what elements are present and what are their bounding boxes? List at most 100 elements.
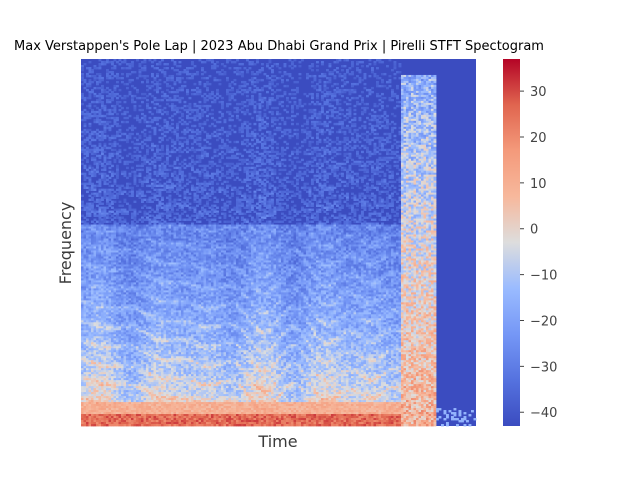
heatmap-cell — [103, 108, 107, 112]
heatmap-cell — [146, 206, 149, 209]
heatmap-cell — [91, 394, 94, 397]
heatmap-cell — [83, 326, 87, 329]
heatmap-cell — [86, 300, 89, 303]
heatmap-cell — [81, 362, 84, 365]
heatmap-cell — [108, 198, 112, 202]
heatmap-cell — [151, 424, 154, 427]
heatmap-cell — [81, 402, 84, 405]
heatmap-cell — [96, 372, 99, 375]
heatmap-cell — [86, 208, 89, 211]
heatmap-cell — [96, 244, 99, 247]
heatmap-cell — [133, 116, 137, 120]
heatmap-cell — [81, 320, 84, 323]
heatmap-cell — [161, 218, 164, 221]
heatmap-cell — [98, 324, 102, 327]
heatmap-cell — [168, 84, 172, 88]
heatmap-cell — [86, 218, 89, 221]
heatmap-cell — [161, 132, 164, 136]
heatmap-cell — [138, 120, 142, 124]
heatmap-cell — [86, 326, 89, 329]
heatmap-cell — [81, 92, 84, 96]
heatmap-cell — [86, 150, 89, 154]
heatmap-cell — [83, 398, 87, 401]
heatmap-cell — [93, 194, 97, 198]
heatmap-cell — [121, 156, 124, 160]
heatmap-cell — [83, 246, 87, 249]
heatmap-cell — [116, 156, 119, 160]
heatmap-cell — [83, 386, 87, 389]
heatmap-cell — [161, 98, 164, 102]
heatmap-cell — [153, 106, 157, 110]
heatmap-cell — [113, 136, 117, 140]
heatmap-cell — [96, 402, 99, 405]
heatmap-cell — [93, 412, 97, 415]
heatmap-cell — [86, 320, 89, 323]
heatmap-cell — [113, 59, 117, 62]
heatmap-cell — [133, 126, 137, 130]
heatmap-cell — [96, 388, 99, 391]
heatmap-cell — [98, 306, 102, 309]
heatmap-cell — [98, 134, 102, 138]
heatmap-cell — [151, 220, 154, 223]
heatmap-cell — [93, 74, 97, 78]
heatmap-cell — [88, 376, 92, 379]
heatmap-cell — [93, 404, 97, 407]
heatmap-cell — [153, 172, 157, 176]
heatmap-cell — [143, 96, 147, 100]
heatmap-cell — [156, 98, 159, 102]
heatmap-cell — [83, 288, 87, 291]
heatmap-cell — [146, 74, 149, 78]
heatmap-cell — [83, 308, 87, 311]
heatmap-cell — [98, 270, 102, 273]
heatmap-cell — [106, 202, 109, 205]
heatmap-cell — [81, 350, 84, 353]
heatmap-cell — [106, 80, 109, 84]
heatmap-cell — [143, 120, 147, 124]
heatmap-cell — [83, 284, 87, 287]
heatmap-cell — [161, 70, 164, 74]
heatmap-cell — [81, 422, 84, 425]
heatmap-cell — [163, 424, 167, 427]
heatmap-cell — [93, 144, 97, 148]
heatmap-cell — [108, 176, 112, 180]
heatmap-cell — [168, 206, 172, 209]
heatmap-cell — [143, 162, 147, 166]
heatmap-cell — [166, 88, 169, 92]
heatmap-cell — [86, 342, 89, 345]
heatmap-cell — [88, 312, 92, 315]
heatmap-cell — [168, 190, 172, 194]
heatmap-cell — [96, 262, 99, 265]
heatmap-cell — [138, 218, 142, 221]
heatmap-cell — [81, 328, 84, 331]
heatmap-cell — [91, 322, 94, 325]
heatmap-cell — [93, 240, 97, 243]
heatmap-cell — [121, 132, 124, 136]
heatmap-cell — [98, 64, 102, 68]
heatmap-cell — [98, 378, 102, 381]
heatmap-cell — [96, 344, 99, 347]
heatmap-cell — [83, 166, 87, 170]
heatmap-cell — [96, 358, 99, 361]
heatmap-cell — [83, 224, 87, 227]
heatmap-cell — [96, 408, 99, 411]
heatmap-cell — [81, 326, 84, 329]
heatmap-cell — [98, 214, 102, 217]
heatmap-cell — [96, 330, 99, 333]
heatmap-cell — [151, 84, 154, 88]
heatmap-cell — [96, 252, 99, 255]
heatmap-cell — [81, 412, 84, 415]
heatmap-cell — [93, 310, 97, 313]
heatmap-cell — [158, 110, 162, 114]
heatmap-cell — [91, 366, 94, 369]
heatmap-cell — [151, 64, 154, 68]
heatmap-cell — [88, 322, 92, 325]
heatmap-cell — [83, 356, 87, 359]
heatmap-cell — [96, 82, 99, 86]
heatmap-cell — [101, 164, 104, 168]
heatmap-cell — [86, 396, 89, 399]
heatmap-cell — [86, 186, 89, 190]
heatmap-cell — [96, 380, 99, 383]
heatmap-cell — [96, 100, 99, 104]
heatmap-cell — [138, 104, 142, 108]
heatmap-cell — [88, 60, 92, 64]
